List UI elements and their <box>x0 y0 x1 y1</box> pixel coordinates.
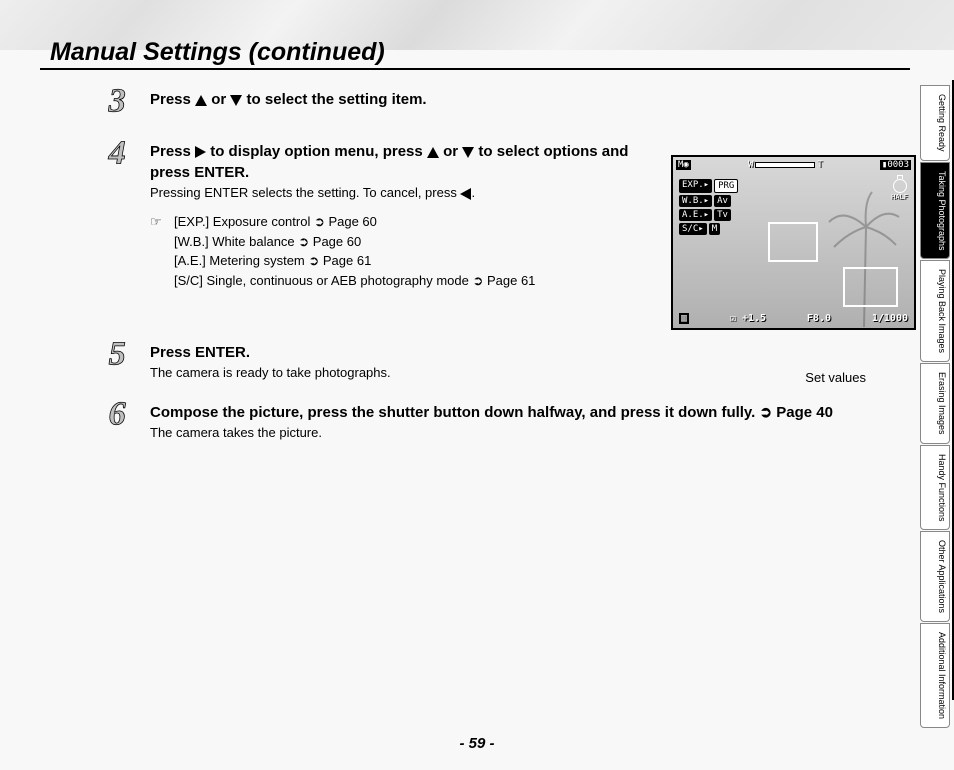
osd-shutter: 1/1000 <box>872 313 908 324</box>
text: . <box>471 185 475 200</box>
ref-sc: [S/C] Single, continuous or AEB photogra… <box>174 271 535 291</box>
text: Press <box>150 143 195 160</box>
osd-ae-label: A.E.▸ <box>679 209 712 221</box>
pointing-hand-icon: ☞ <box>150 212 174 232</box>
tab-erasing-images[interactable]: Erasing Images <box>920 363 950 444</box>
step-4-subtext: Pressing ENTER selects the setting. To c… <box>150 185 670 200</box>
osd-menu: EXP.▸PRG W.B.▸Av A.E.▸Tv S/C▸M <box>679 179 738 237</box>
tab-getting-ready[interactable]: Getting Ready <box>920 85 950 161</box>
down-arrow-icon <box>230 95 242 106</box>
reference-list: ☞[EXP.] Exposure control ➲ Page 60 [W.B.… <box>150 212 670 290</box>
right-arrow-icon <box>195 146 206 158</box>
svg-text:6: 6 <box>109 395 127 432</box>
osd-ev: ☑ +1.5 <box>730 313 766 324</box>
text: Pressing ENTER selects the setting. To c… <box>150 185 460 200</box>
osd-ae-val: Tv <box>714 209 731 221</box>
ref-ae: [A.E.] Metering system ➲ Page 61 <box>174 251 371 271</box>
text: or <box>207 91 230 108</box>
step-number-4-icon: 4 <box>100 133 140 171</box>
osd-wb-val: Av <box>714 195 731 207</box>
osd-zoom-w: W <box>748 160 753 170</box>
osd-exp-val: PRG <box>714 179 738 193</box>
text: Press <box>150 91 195 108</box>
page-title: Manual Settings (continued) <box>50 38 385 67</box>
text: to display option menu, press <box>206 143 427 160</box>
focus-frame-icon <box>768 222 818 262</box>
text: or <box>439 143 462 160</box>
osd-bottom-bar: ▥ ☑ +1.5 F8.0 1/1000 <box>679 313 908 324</box>
osd-counter: ▮0003 <box>880 160 911 170</box>
tab-additional-info[interactable]: Additional Information <box>920 623 950 728</box>
svg-text:5: 5 <box>109 335 126 372</box>
step-4-heading: Press to display option menu, press or t… <box>150 141 670 183</box>
osd-mode: M◉ <box>676 160 691 170</box>
zoom-bar-icon <box>755 162 815 168</box>
step-3: 3 Press or to select the setting item. <box>100 85 900 119</box>
step-5-subtext: The camera is ready to take photographs. <box>150 365 900 380</box>
svg-text:4: 4 <box>108 134 126 171</box>
osd-sc-val: M <box>709 223 720 235</box>
up-arrow-icon <box>195 95 207 106</box>
tab-taking-photographs[interactable]: Taking Photographs <box>920 162 950 260</box>
tab-playing-back[interactable]: Playing Back Images <box>920 260 950 362</box>
step-6: 6 Compose the picture, press the shutter… <box>100 398 900 440</box>
step-number-5-icon: 5 <box>100 334 140 372</box>
left-arrow-icon <box>460 188 471 200</box>
side-tabs: Getting Ready Taking Photographs Playing… <box>920 85 950 729</box>
step-number-3-icon: 3 <box>100 81 140 119</box>
step-5: 5 Press ENTER. The camera is ready to ta… <box>100 338 900 380</box>
set-values-caption: Set values <box>805 370 866 385</box>
focus-frame-icon <box>843 267 898 307</box>
osd-wb-label: W.B.▸ <box>679 195 712 207</box>
osd-sc-label: S/C▸ <box>679 223 707 235</box>
ref-exp: [EXP.] Exposure control ➲ Page 60 <box>174 212 377 232</box>
osd-exp-label: EXP.▸ <box>679 179 712 193</box>
osd-zoom-t: T <box>817 160 822 170</box>
text: to select the setting item. <box>242 91 426 108</box>
title-rule <box>40 68 910 70</box>
lcd-screenshot: M◉ W T ▮0003 EXP.▸PRG W.B.▸Av A.E.▸Tv S/… <box>671 155 916 330</box>
ref-wb: [W.B.] White balance ➲ Page 60 <box>174 232 361 252</box>
page-number: - 59 - <box>0 735 954 752</box>
step-6-subtext: The camera takes the picture. <box>150 425 900 440</box>
step-3-heading: Press or to select the setting item. <box>150 89 900 110</box>
down-arrow-icon <box>462 147 474 158</box>
step-6-heading: Compose the picture, press the shutter b… <box>150 402 900 423</box>
step-number-6-icon: 6 <box>100 394 140 432</box>
up-arrow-icon <box>427 147 439 158</box>
osd-aperture: F8.0 <box>807 313 831 324</box>
step-5-heading: Press ENTER. <box>150 342 900 363</box>
tab-other-applications[interactable]: Other Applications <box>920 531 950 622</box>
svg-text:3: 3 <box>108 82 126 119</box>
tab-handy-functions[interactable]: Handy Functions <box>920 445 950 531</box>
battery-icon: ▥ <box>679 313 689 324</box>
